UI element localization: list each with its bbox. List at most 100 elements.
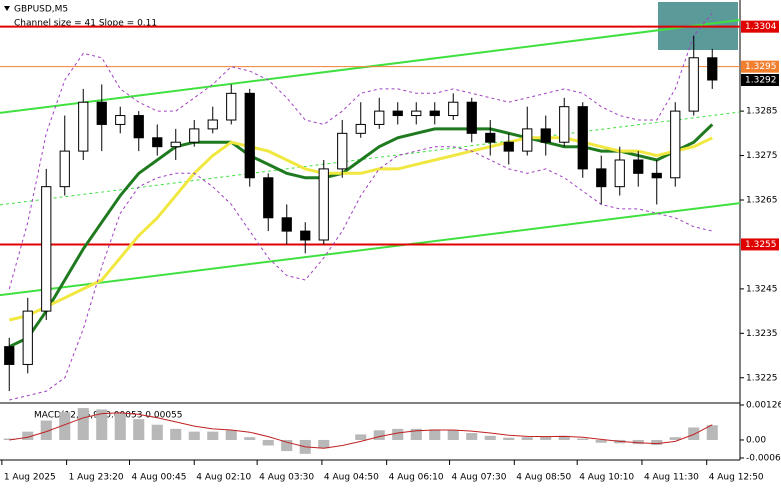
macd-bar xyxy=(558,435,570,440)
macd-y-tick-label: 0.00 xyxy=(746,435,766,445)
macd-bar xyxy=(651,439,663,445)
macd-bar xyxy=(170,428,182,440)
x-tick-label: 1 Aug 2025 xyxy=(4,473,56,483)
channel-line xyxy=(0,111,741,206)
macd-bar xyxy=(22,431,34,440)
macd-bar xyxy=(59,412,71,440)
indicator-line xyxy=(9,146,713,401)
candle-body xyxy=(189,128,200,143)
macd-bar xyxy=(392,428,404,440)
y-tick-label: 1.3245 xyxy=(746,284,778,294)
candle-body xyxy=(96,101,107,125)
x-tick-label: 4 Aug 12:50 xyxy=(709,473,764,483)
macd-bar xyxy=(577,438,589,440)
macd-bar xyxy=(466,433,478,440)
x-tick-label: 1 Aug 23:20 xyxy=(69,473,124,483)
candle-body xyxy=(41,186,52,312)
candle-body xyxy=(337,132,348,170)
macd-bar xyxy=(133,419,145,440)
candle-body xyxy=(577,106,588,170)
candle-body xyxy=(596,168,607,188)
level-tag xyxy=(741,20,779,33)
x-tick-label: 4 Aug 02:10 xyxy=(196,473,251,483)
symbol-arrow xyxy=(4,6,10,11)
x-tick-label: 4 Aug 07:30 xyxy=(452,473,507,483)
macd-bar xyxy=(688,427,700,440)
macd-bar xyxy=(447,430,459,440)
x-tick-label: 4 Aug 10:10 xyxy=(579,473,634,483)
macd-bar xyxy=(262,439,274,446)
y-tick-label: 1.3275 xyxy=(746,151,778,161)
level-tag xyxy=(741,238,779,251)
candle-body xyxy=(707,57,718,81)
macd-bar xyxy=(96,409,108,440)
y-tick-label: 1.3285 xyxy=(746,107,778,117)
candle-body xyxy=(318,168,329,241)
channel-line xyxy=(0,202,741,297)
macd-bar xyxy=(114,413,126,440)
candle-body xyxy=(300,230,311,241)
level-tag xyxy=(741,60,779,73)
indicator-line xyxy=(8,123,714,349)
macd-bar xyxy=(669,437,681,440)
level-label: 1.3304 xyxy=(745,22,777,32)
x-tick-label: 4 Aug 03:30 xyxy=(259,473,314,483)
candle-body xyxy=(133,115,144,139)
macd-bar xyxy=(281,439,293,452)
candle-body xyxy=(78,101,89,152)
indicator-line xyxy=(8,12,713,290)
macd-bar xyxy=(151,424,163,440)
candle-body xyxy=(374,110,385,125)
candle-body xyxy=(670,110,681,179)
candle-body xyxy=(448,101,459,117)
y-tick-label: 1.3265 xyxy=(746,196,778,206)
macd-bar xyxy=(77,408,89,440)
level-tag xyxy=(741,74,779,86)
macd-bar xyxy=(632,439,644,445)
candle-body xyxy=(152,137,163,148)
candle-body xyxy=(485,132,496,143)
candle-body xyxy=(59,150,70,188)
candle-body xyxy=(4,346,15,365)
candle-body xyxy=(411,110,422,117)
macd-bar xyxy=(188,431,200,440)
macd-signal xyxy=(9,412,713,449)
candle-body xyxy=(392,110,403,117)
x-tick-label: 4 Aug 00:45 xyxy=(132,473,187,483)
candle-body xyxy=(466,101,477,134)
symbol-label: GBPUSD,M5 xyxy=(14,5,68,15)
candle-body xyxy=(355,123,366,134)
candle-body xyxy=(244,92,255,179)
y-tick-label: 1.3225 xyxy=(746,373,778,383)
candle-body xyxy=(207,119,218,130)
level-label: 1.3295 xyxy=(745,62,777,72)
candle-body xyxy=(522,128,533,152)
x-tick-label: 4 Aug 06:10 xyxy=(389,473,444,483)
candle-body xyxy=(226,92,237,121)
candle-body xyxy=(614,159,625,188)
macd-bar xyxy=(521,437,533,440)
candle-body xyxy=(688,57,699,112)
macd-bar xyxy=(484,435,496,440)
level-label: 1.3292 xyxy=(745,76,777,86)
macd-bar xyxy=(3,438,15,440)
macd-y-tick-label: -0.00065 xyxy=(746,454,781,464)
macd-bar xyxy=(429,429,441,440)
annotation: Channel size = 41 Slope = 0.11 xyxy=(14,19,157,29)
candle-body xyxy=(540,128,551,143)
macd-bar xyxy=(595,439,607,443)
macd-bar xyxy=(503,437,515,440)
candle-body xyxy=(170,141,181,148)
candle-body xyxy=(429,110,440,117)
candle-body xyxy=(263,177,274,219)
candle-body xyxy=(22,310,33,365)
macd-bar xyxy=(318,439,330,449)
indicator-line xyxy=(8,136,713,322)
macd-bar xyxy=(355,434,367,440)
macd-bar xyxy=(40,420,52,440)
macd-bar xyxy=(244,437,256,440)
macd-bar xyxy=(225,430,237,440)
candle-body xyxy=(633,159,644,174)
y-tick-label: 1.3235 xyxy=(746,329,778,339)
